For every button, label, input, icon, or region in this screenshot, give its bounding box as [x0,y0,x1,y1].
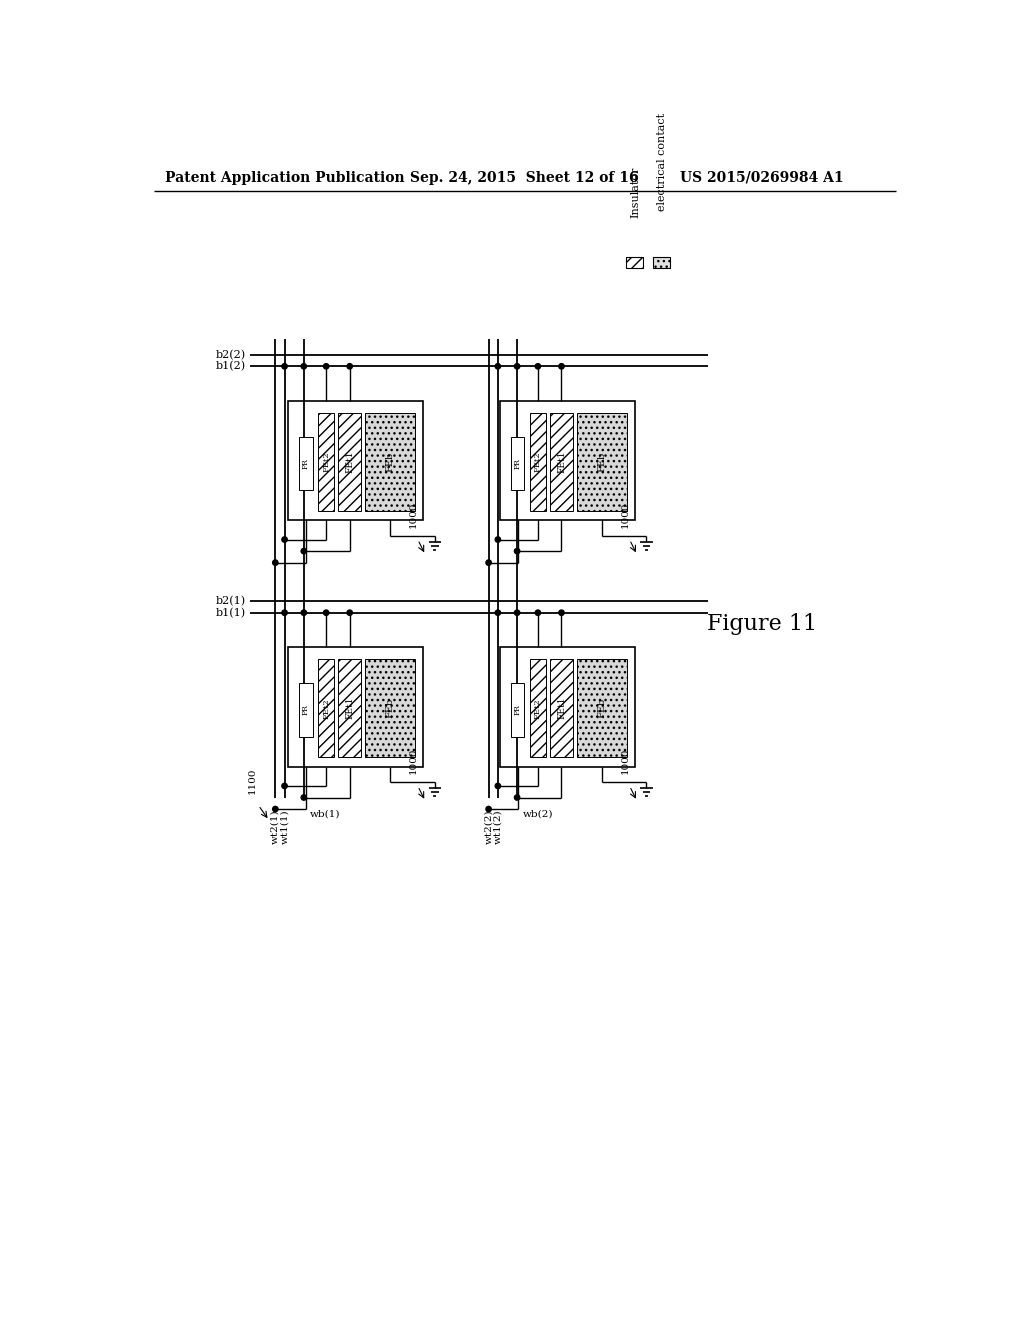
Circle shape [282,363,288,370]
Bar [366,659,415,758]
Text: 1000: 1000 [409,502,418,528]
Circle shape [347,363,352,370]
Circle shape [324,363,329,370]
Text: FEb: FEb [597,451,606,473]
Text: b1(1): b1(1) [216,607,246,618]
Text: wt1(1): wt1(1) [280,809,289,843]
Bar [550,659,572,758]
Circle shape [486,807,492,812]
Bar [653,257,671,268]
Circle shape [301,610,306,615]
Text: FEt1: FEt1 [345,697,354,719]
Bar [318,659,334,758]
Text: b1(2): b1(2) [216,362,246,371]
Bar [529,413,546,511]
Bar [338,659,361,758]
Bar [500,647,635,767]
Text: b2(2): b2(2) [216,350,246,360]
Text: FEb: FEb [597,698,606,718]
Text: US 2015/0269984 A1: US 2015/0269984 A1 [680,170,844,185]
Text: Sep. 24, 2015  Sheet 12 of 16: Sep. 24, 2015 Sheet 12 of 16 [411,170,639,185]
Bar [289,401,423,520]
Text: PR: PR [514,458,521,469]
Circle shape [301,795,306,800]
Text: wt2(2): wt2(2) [484,809,494,843]
Text: FEt2: FEt2 [534,451,542,473]
Circle shape [496,783,501,788]
Circle shape [514,548,520,554]
Bar [577,413,627,511]
Text: FEt1: FEt1 [557,697,566,719]
Circle shape [536,610,541,615]
Circle shape [496,537,501,543]
Bar [318,413,334,511]
Text: PR: PR [302,458,310,469]
Circle shape [272,560,278,565]
Text: PR: PR [514,705,521,715]
Circle shape [282,537,288,543]
Text: FEt1: FEt1 [557,450,566,473]
Text: FEt1: FEt1 [345,450,354,473]
Text: Figure 11: Figure 11 [707,614,817,635]
Text: electrical contact: electrical contact [656,112,667,211]
Bar [299,437,312,491]
Circle shape [514,610,520,615]
Circle shape [324,610,329,615]
Bar [289,647,423,767]
Circle shape [559,610,564,615]
Circle shape [536,363,541,370]
Text: Patent Application Publication: Patent Application Publication [165,170,404,185]
Circle shape [347,610,352,615]
Bar [627,257,643,268]
Text: FEb: FEb [386,451,394,473]
Bar [299,684,312,737]
Circle shape [282,610,288,615]
Circle shape [514,363,520,370]
Text: wt1(2): wt1(2) [494,809,503,843]
Circle shape [301,548,306,554]
Bar [338,413,361,511]
Text: wb(2): wb(2) [523,809,554,818]
Text: 1000: 1000 [621,502,630,528]
Text: FEt2: FEt2 [323,451,330,473]
Circle shape [496,363,501,370]
Text: 1100: 1100 [248,767,257,793]
Circle shape [559,363,564,370]
Circle shape [496,610,501,615]
Bar [500,401,635,520]
Circle shape [301,363,306,370]
Bar [366,413,415,511]
Text: 1000: 1000 [621,748,630,775]
Circle shape [272,807,278,812]
Text: wb(1): wb(1) [310,809,340,818]
Circle shape [486,560,492,565]
Text: b2(1): b2(1) [216,597,246,606]
Circle shape [514,795,520,800]
Bar [529,659,546,758]
Text: wt2(1): wt2(1) [270,809,280,843]
Text: FEt2: FEt2 [323,698,330,718]
Text: PR: PR [302,705,310,715]
Text: FEt2: FEt2 [534,698,542,718]
Bar [511,684,524,737]
Circle shape [282,783,288,788]
Text: Insulator: Insulator [630,168,640,218]
Bar [577,659,627,758]
Text: FEb: FEb [386,698,394,718]
Text: 1000: 1000 [409,748,418,775]
Bar [511,437,524,491]
Bar [550,413,572,511]
